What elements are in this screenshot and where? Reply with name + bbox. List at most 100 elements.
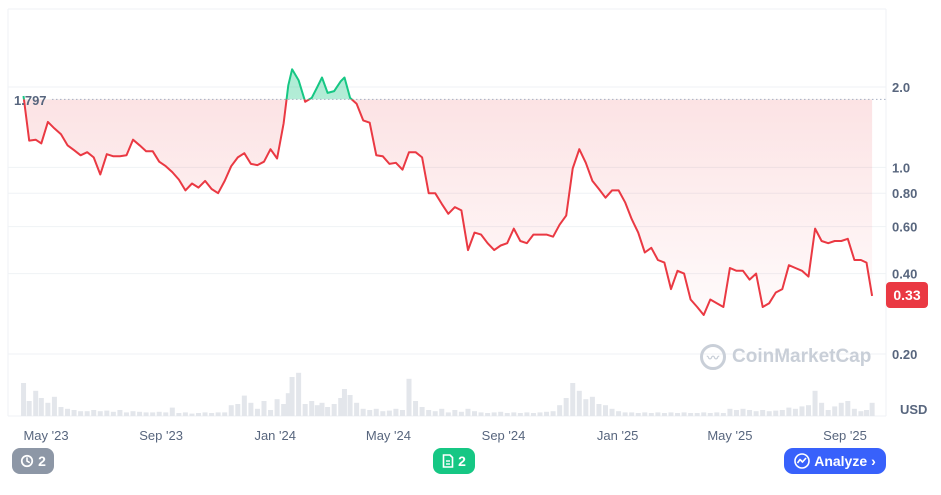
volume-bar [498, 411, 504, 416]
volume-bar [84, 411, 90, 416]
watermark-text: CoinMarketCap [732, 346, 872, 367]
grid-lines [7, 8, 887, 417]
volume-bar [78, 411, 84, 416]
volume-bar [511, 412, 517, 416]
price-area-above [23, 69, 352, 100]
volume-bar [517, 413, 523, 416]
volume-bar [557, 405, 563, 416]
volume-bar [760, 410, 766, 416]
volume-bar [465, 408, 471, 416]
volume-bar [472, 411, 478, 416]
x-axis: May '23 Sep '23 Jan '24 May '24 Sep '24 Jan '… [23, 428, 866, 443]
volume-bar [367, 410, 373, 416]
volume-bar [832, 406, 838, 416]
volume-bar [163, 412, 169, 416]
volume-bar [261, 401, 267, 416]
volume-bar [432, 411, 438, 416]
notes-badge[interactable]: 2 [433, 448, 475, 474]
analyze-button[interactable]: Analyze › [784, 448, 886, 474]
volume-bar [33, 390, 39, 416]
volume-bar [602, 405, 608, 416]
volume-bar [458, 411, 464, 416]
volume-bar [314, 405, 320, 416]
y-tick-label: 0.80 [892, 186, 917, 201]
volume-bar [596, 404, 602, 416]
price-line [22, 68, 874, 316]
volume-bar [819, 402, 825, 416]
history-count: 2 [38, 453, 46, 469]
volume-bar [360, 408, 366, 416]
volume-bar [629, 412, 635, 416]
volume-bar [117, 410, 123, 416]
volume-bar [58, 407, 64, 416]
volume-bar [694, 413, 700, 416]
coinmarketcap-logo-icon: 〰 [700, 344, 726, 370]
x-tick-label: Sep '23 [139, 428, 183, 443]
volume-bar [491, 412, 497, 416]
volume-bar [110, 411, 116, 416]
volume-bar [331, 404, 337, 416]
volume-bar [341, 389, 347, 416]
volume-bar [150, 412, 156, 416]
volume-bar [189, 413, 195, 416]
volume-bar [530, 413, 536, 416]
volume-bar [45, 402, 51, 416]
volume-bar [622, 412, 628, 416]
volume-bar [268, 410, 274, 416]
volume-bar [254, 408, 260, 416]
x-tick-label: May '25 [707, 428, 752, 443]
volume-bar [202, 412, 208, 416]
volume-bar [648, 413, 654, 416]
volume-bar [812, 390, 818, 416]
volume-bar [537, 412, 543, 416]
volume-bar [21, 383, 27, 416]
y-tick-label: 1.0 [892, 160, 910, 175]
volume-bar [209, 413, 215, 416]
volume-bar [289, 377, 295, 416]
volume-bar [182, 412, 188, 416]
price-area-below [23, 99, 873, 315]
volume-bar [228, 405, 234, 416]
volume-bar [104, 410, 110, 416]
currency-label: USD [900, 402, 928, 417]
price-area [23, 69, 873, 315]
volume-bar [248, 402, 254, 416]
analyze-label: Analyze [814, 453, 868, 469]
volume-bar [792, 408, 798, 416]
volume-bar [681, 412, 687, 416]
volume-bar [274, 399, 280, 416]
volume-bar [714, 412, 720, 416]
volume-bar [426, 410, 432, 416]
volume-bar [26, 401, 32, 416]
watermark: 〰 CoinMarketCap [700, 344, 871, 370]
volume-bar [325, 407, 331, 416]
price-line-down [22, 99, 874, 316]
current-price-tag: 0.33 [886, 282, 928, 308]
x-tick-label: Sep '25 [823, 428, 867, 443]
volume-bar [302, 404, 308, 416]
volume-bar [143, 412, 149, 416]
volume-bar [563, 398, 569, 416]
volume-bar [799, 406, 805, 416]
history-icon [20, 454, 34, 468]
volume-bar [176, 413, 182, 416]
volume-bar [845, 401, 851, 416]
volume-bar [747, 410, 753, 416]
volume-bar [319, 402, 325, 416]
analyze-icon [794, 453, 811, 469]
chevron-right-icon: › [871, 453, 876, 469]
volume-bar [97, 411, 103, 416]
volume-bar [720, 413, 726, 416]
history-badge[interactable]: 2 [12, 448, 54, 474]
x-tick-label: May '24 [366, 428, 411, 443]
volume-bar [707, 413, 713, 416]
volume-bar [609, 408, 615, 416]
volume-bar [215, 412, 221, 416]
y-tick-label: 0.60 [892, 220, 917, 235]
volume-bar [838, 402, 844, 416]
volume-bar [452, 410, 458, 416]
volume-bar [589, 396, 595, 416]
volume-bar [570, 383, 576, 416]
volume-bar [406, 378, 412, 416]
